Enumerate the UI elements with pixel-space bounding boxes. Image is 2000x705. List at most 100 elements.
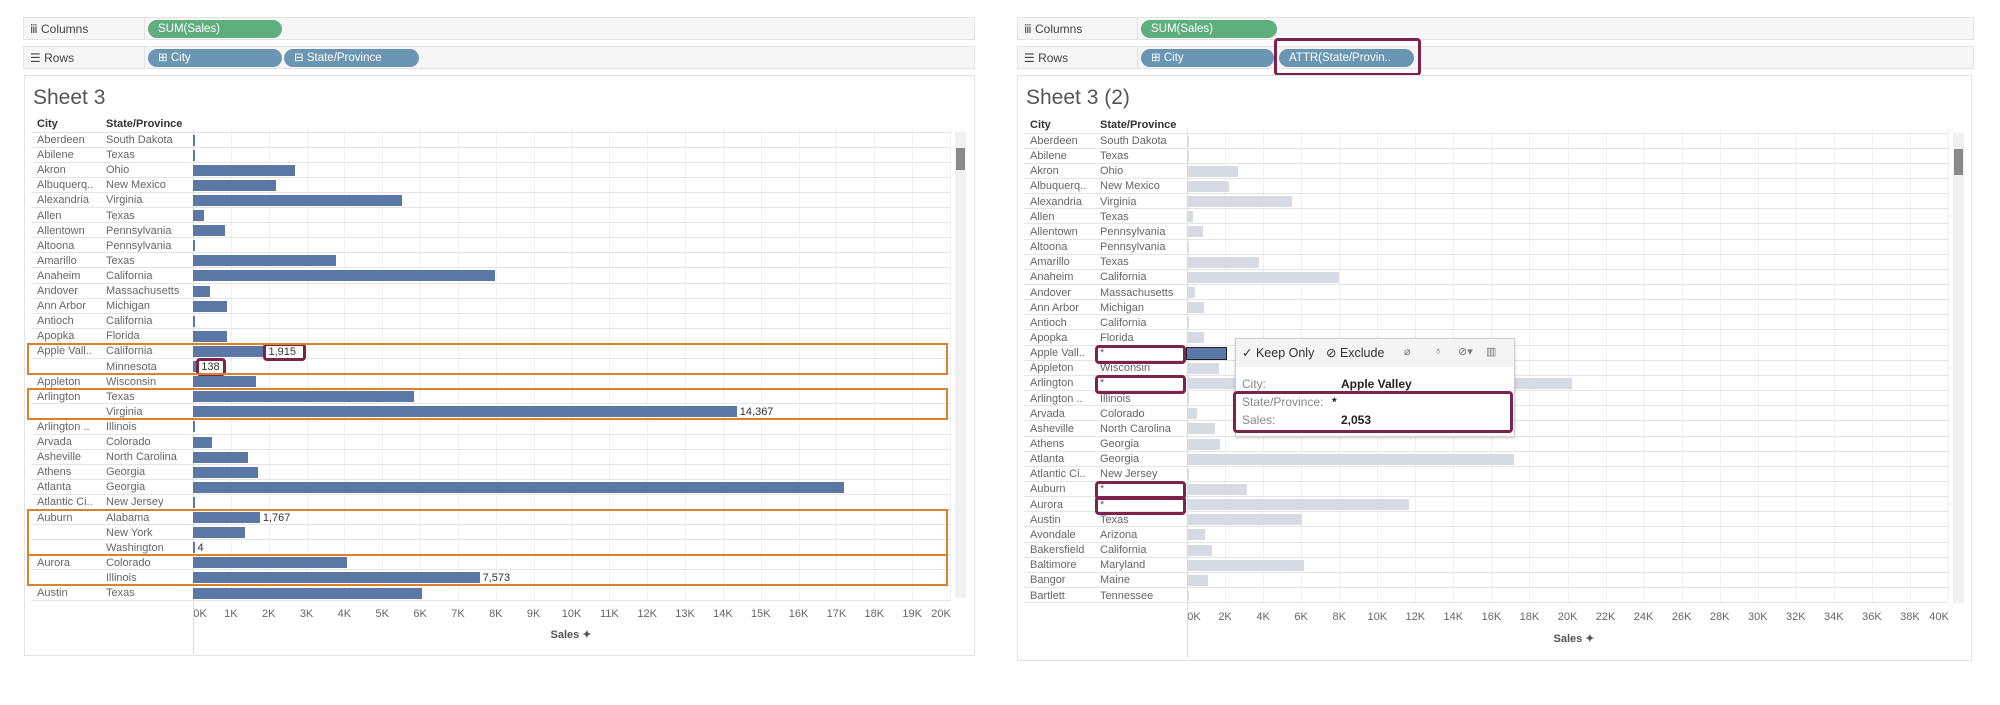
bar-mark[interactable] (1187, 393, 1189, 405)
row-state: California (1100, 271, 1147, 284)
row-city: Ann Arbor (1030, 301, 1079, 314)
bar-mark[interactable] (1187, 453, 1515, 465)
bar-mark[interactable] (1187, 468, 1189, 480)
scrollbar-thumb[interactable] (1954, 149, 1963, 175)
bar-mark[interactable] (193, 149, 195, 161)
bar-mark[interactable] (1187, 544, 1213, 556)
bar-mark[interactable] (193, 255, 336, 267)
bar-mark[interactable] (193, 330, 227, 342)
bar-mark[interactable] (193, 527, 245, 539)
gridline (912, 128, 914, 601)
pill-state-province[interactable]: ⊟ State/Province (284, 49, 419, 67)
bar-mark[interactable] (1187, 574, 1209, 586)
bar-mark[interactable] (193, 496, 195, 508)
bar-mark[interactable] (193, 361, 199, 372)
bar-mark[interactable] (1187, 226, 1204, 238)
bar-mark[interactable] (193, 179, 277, 191)
bar-mark[interactable] (1187, 287, 1196, 298)
bar-mark[interactable] (1187, 332, 1204, 344)
row-divider (31, 599, 950, 601)
bar-mark[interactable] (1187, 362, 1219, 374)
bar-mark[interactable] (1187, 317, 1189, 329)
bar-mark[interactable] (193, 572, 480, 584)
bar-mark[interactable] (193, 466, 258, 478)
bar-mark[interactable] (193, 225, 226, 237)
view-data-icon[interactable]: ▥ (1486, 346, 1497, 358)
pill-sum-sales[interactable]: SUM(Sales) (1141, 20, 1277, 38)
bar-mark[interactable] (193, 300, 227, 312)
sheet-view (24, 75, 975, 656)
bar-mark[interactable] (193, 436, 212, 448)
bar-mark[interactable] (1187, 180, 1229, 192)
pill-sum-sales[interactable]: SUM(Sales) (148, 20, 282, 38)
bar-mark[interactable] (1187, 423, 1215, 435)
pin-icon[interactable]: ♁ (1434, 345, 1443, 357)
bar-mark[interactable] (1187, 302, 1204, 314)
row-state: Virginia (1100, 195, 1137, 208)
row-divider (1024, 147, 1948, 149)
bar-mark[interactable] (193, 285, 210, 297)
axis-tick-label: 13K (675, 608, 695, 620)
row-city: Arlington (1030, 377, 1074, 390)
highlight-group-aurora (27, 554, 948, 587)
bar-mark[interactable] (193, 194, 402, 206)
row-state: Arizona (1100, 528, 1138, 541)
bar-mark[interactable] (193, 542, 195, 554)
columns-shelf[interactable]: ⅲ Columns SUM(Sales) (1017, 17, 1974, 40)
bar-mark[interactable] (193, 391, 415, 403)
bar-mark[interactable] (193, 406, 737, 418)
row-divider (1024, 450, 1948, 452)
bar-mark[interactable] (193, 345, 266, 357)
bar-mark[interactable] (193, 240, 195, 252)
bar-selected[interactable] (1185, 346, 1228, 360)
bar-mark[interactable] (1187, 271, 1339, 283)
bar-mark[interactable] (193, 270, 496, 282)
bar-mark[interactable] (193, 451, 249, 463)
bar-mark[interactable] (1187, 256, 1259, 268)
bar-mark[interactable] (1187, 529, 1206, 541)
rows-shelf[interactable]: ☰ Rows ⊞ City ATTR(State/Provin.. (1017, 46, 1974, 69)
bar-mark[interactable] (1187, 241, 1189, 253)
scrollbar-thumb[interactable] (956, 148, 965, 170)
vertical-scrollbar[interactable] (1953, 133, 1964, 603)
pill-city[interactable]: ⊞ City (148, 49, 282, 67)
bar-mark[interactable] (1187, 590, 1189, 601)
bar-mark[interactable] (193, 210, 204, 221)
bar-mark[interactable] (1187, 150, 1189, 162)
columns-shelf[interactable]: ⅲ Columns SUM(Sales) (23, 17, 975, 40)
rows-shelf[interactable]: ☰ Rows ⊞ City ⊟ State/Province (23, 46, 975, 69)
bar-mark[interactable] (1187, 135, 1189, 147)
vertical-scrollbar[interactable] (955, 132, 966, 598)
axis-tick-label: 2K (1218, 611, 1232, 623)
bar-mark[interactable] (1187, 196, 1293, 208)
pill-attr-state-province[interactable]: ATTR(State/Provin.. (1279, 49, 1414, 67)
highlight-state-cell (1095, 496, 1186, 516)
bar-mark[interactable] (1187, 165, 1239, 177)
bar-mark[interactable] (193, 164, 296, 176)
bar-mark[interactable] (193, 481, 845, 493)
exclude-button[interactable]: ⊘ Exclude (1326, 346, 1385, 360)
bar-mark[interactable] (1187, 499, 1409, 511)
gridline (647, 128, 649, 601)
row-city: Albuquerq.. (1030, 180, 1087, 193)
keep-only-button[interactable]: ✓ Keep Only (1242, 346, 1315, 360)
bar-mark[interactable] (1187, 408, 1197, 420)
bar-mark[interactable] (193, 134, 195, 146)
row-state: Pennsylvania (106, 239, 172, 252)
bar-mark[interactable] (1187, 211, 1193, 223)
bar-mark[interactable] (193, 315, 195, 327)
pill-city[interactable]: ⊞ City (1141, 49, 1274, 67)
bar-mark[interactable] (1187, 483, 1247, 495)
paperclip-icon[interactable]: ⌀ (1404, 346, 1411, 358)
bar-mark[interactable] (1187, 559, 1304, 571)
bar-mark[interactable] (193, 512, 260, 523)
bar-mark[interactable] (1187, 438, 1220, 450)
row-state: Texas (1100, 256, 1129, 269)
row-divider (1024, 193, 1948, 195)
bar-mark[interactable] (193, 421, 195, 433)
bar-mark[interactable] (1187, 514, 1303, 526)
bar-mark[interactable] (193, 557, 348, 569)
bar-mark[interactable] (193, 587, 422, 599)
bar-mark[interactable] (193, 376, 256, 388)
group-icon[interactable]: ⊘▾ (1458, 346, 1473, 358)
